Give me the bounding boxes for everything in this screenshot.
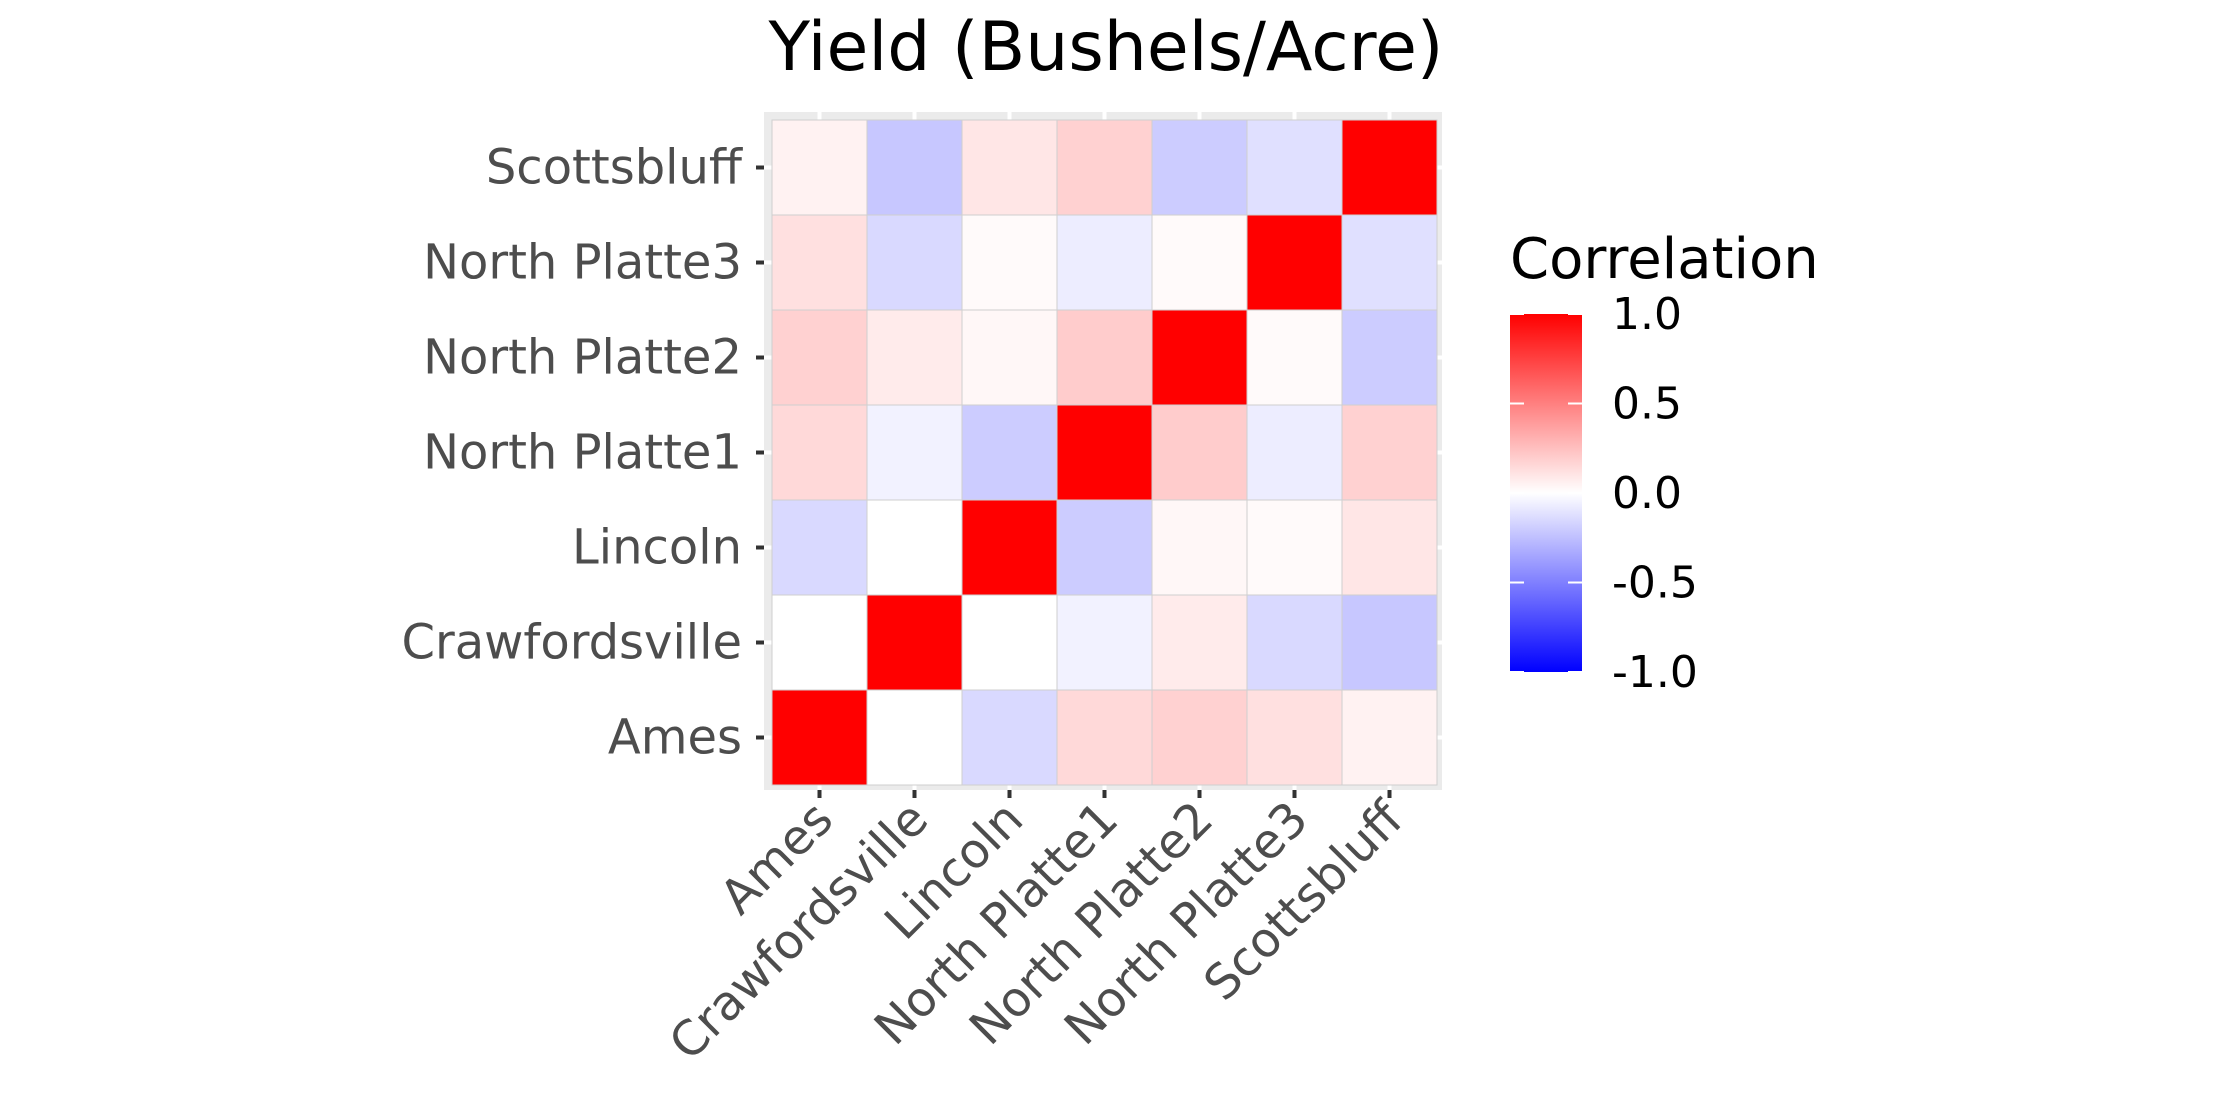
heatmap-cell: [1341, 499, 1438, 596]
heatmap-cell: [771, 309, 868, 406]
heatmap-cell: [1246, 214, 1343, 311]
heatmap-cell: [1056, 499, 1153, 596]
heatmap-cell: [1246, 119, 1343, 216]
heatmap-cells: [771, 119, 1438, 786]
y-tick-label: North Platte1: [423, 425, 742, 481]
heatmap-cell: [771, 119, 868, 216]
y-tick-label: North Platte3: [423, 235, 742, 291]
heatmap-cell: [866, 689, 963, 786]
chart-title: Yield (Bushels/Acre): [768, 8, 1444, 87]
heatmap-cell: [961, 214, 1058, 311]
legend-label: -0.5: [1612, 558, 1698, 609]
heatmap-cell: [1151, 214, 1248, 311]
heatmap-cell: [961, 499, 1058, 596]
heatmap-cell: [961, 594, 1058, 691]
heatmap-cell: [1151, 594, 1248, 691]
heatmap-cell: [1341, 594, 1438, 691]
y-tick-label: Lincoln: [572, 520, 742, 576]
legend-title: Correlation: [1510, 227, 1819, 292]
heatmap-cell: [771, 214, 868, 311]
heatmap-cell: [1056, 309, 1153, 406]
heatmap-cell: [961, 119, 1058, 216]
heatmap-cell: [1246, 499, 1343, 596]
heatmap-cell: [961, 404, 1058, 501]
heatmap-cell: [1341, 119, 1438, 216]
legend-label: -1.0: [1612, 647, 1698, 698]
heatmap-cell: [1151, 309, 1248, 406]
heatmap-cell: [866, 499, 963, 596]
heatmap-cell: [1341, 309, 1438, 406]
heatmap-cell: [1341, 214, 1438, 311]
y-tick-label: Crawfordsville: [402, 615, 743, 671]
legend-label: 0.5: [1612, 379, 1682, 430]
heatmap-cell: [866, 119, 963, 216]
heatmap-cell: [1246, 689, 1343, 786]
heatmap-cell: [1056, 119, 1153, 216]
heatmap-cell: [771, 689, 868, 786]
heatmap-cell: [1151, 119, 1248, 216]
legend-ticks: 1.0 0.5 0.0 -0.5 -1.0: [1510, 289, 1698, 698]
y-tick-label: Ames: [608, 710, 742, 766]
heatmap-cell: [1246, 404, 1343, 501]
heatmap-cell: [1056, 594, 1153, 691]
heatmap-cell: [961, 309, 1058, 406]
heatmap-cell: [866, 594, 963, 691]
heatmap-cell: [771, 404, 868, 501]
heatmap-cell: [961, 689, 1058, 786]
legend-label: 1.0: [1612, 289, 1682, 340]
heatmap-cell: [1056, 404, 1153, 501]
heatmap-cell: [1151, 499, 1248, 596]
y-axis: Ames Crawfordsville Lincoln North Platte1 No…: [402, 140, 764, 766]
heatmap-cell: [771, 594, 868, 691]
heatmap-cell: [1056, 689, 1153, 786]
legend: Correlation 1.0 0.5 0.0 -0.5 -1.0: [1510, 227, 1819, 698]
heatmap-cell: [866, 309, 963, 406]
heatmap-cell: [1151, 404, 1248, 501]
heatmap-cell: [866, 404, 963, 501]
heatmap-cell: [1056, 214, 1153, 311]
y-tick-label: North Platte2: [423, 330, 742, 386]
heatmap-cell: [1151, 689, 1248, 786]
legend-label: 0.0: [1612, 468, 1682, 519]
heatmap-cell: [771, 499, 868, 596]
heatmap-cell: [1341, 404, 1438, 501]
heatmap-cell: [1341, 689, 1438, 786]
y-tick-label: Scottsbluff: [486, 140, 743, 196]
heatmap-cell: [1246, 309, 1343, 406]
heatmap-cell: [1246, 594, 1343, 691]
heatmap-cell: [866, 214, 963, 311]
